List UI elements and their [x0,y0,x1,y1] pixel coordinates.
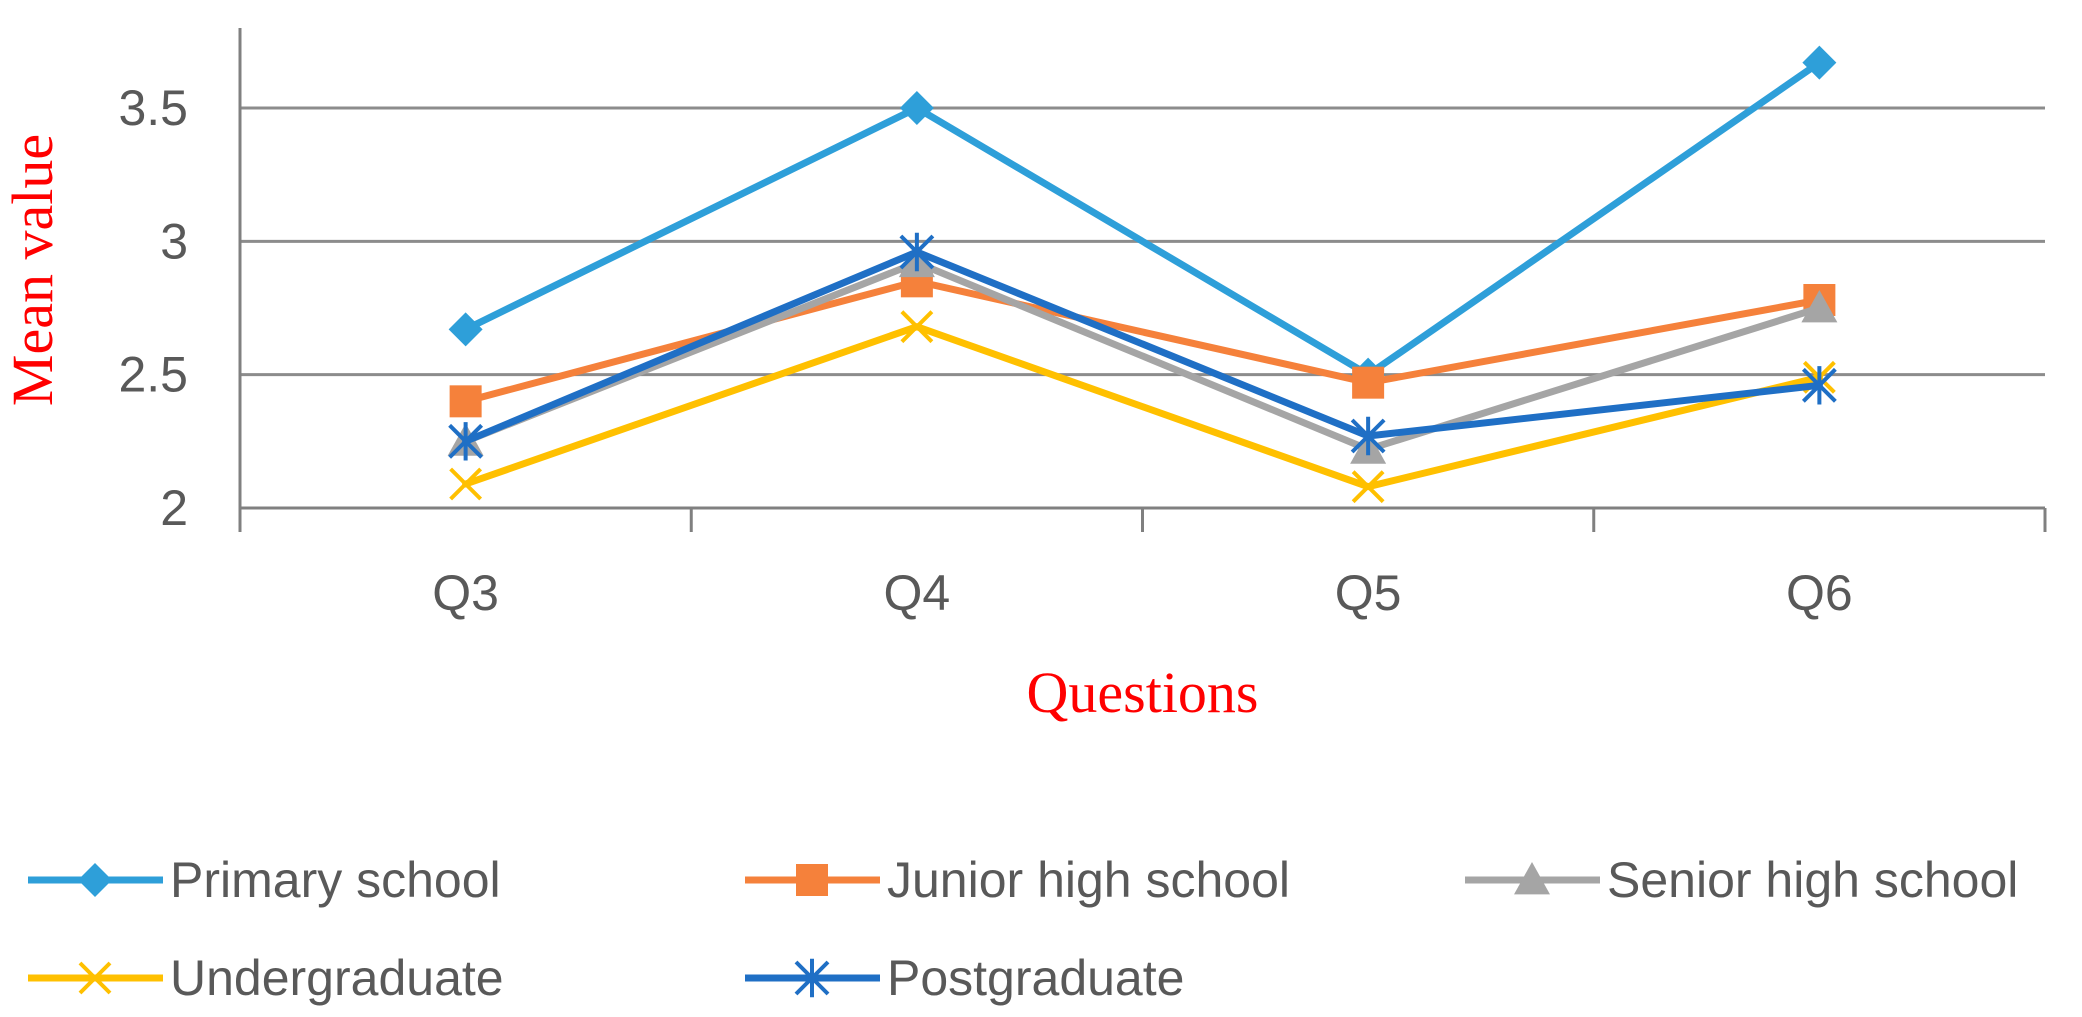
data-point-undergraduate [1351,470,1385,504]
x-tick-label: Q6 [1786,565,1853,621]
legend-label: Primary school [170,852,501,908]
y-tick-label: 2.5 [118,347,188,403]
series-line-junior-high-school [462,277,1823,405]
y-tick-label: 3 [160,213,188,269]
x-tick-label: Q4 [884,565,951,621]
series-group [447,45,1838,504]
legend-item-postgraduate: Postgraduate [745,950,1184,1006]
legend: Primary school Junior high school Senior h… [28,852,2018,1006]
x-axis-title: Questions [1027,660,1259,725]
legend-item-undergraduate: Undergraduate [28,950,504,1006]
data-point-undergraduate [449,467,483,501]
data-point-junior-high-school [449,385,482,418]
y-axis-title: Mean value [0,134,65,406]
series-postgraduate [448,232,1837,461]
legend-label: Postgraduate [887,950,1184,1006]
data-point-postgraduate [1350,416,1386,456]
legend-marker-junior-high-school [796,864,828,896]
data-point-postgraduate [899,232,935,272]
legend-label: Senior high school [1607,852,2018,908]
legend-item-junior-high-school: Junior high school [745,852,1290,908]
axes: 2 2.5 3 3.5 Q3 Q4 Q5 Q6 [118,28,2047,621]
legend-item-primary-school: Primary school [28,852,501,908]
legend-item-senior-high-school: Senior high school [1465,852,2018,908]
series-line-primary-school [462,59,1823,379]
data-point-undergraduate [900,310,934,344]
data-point-postgraduate [448,422,484,461]
data-point-primary-school [448,312,483,347]
legend-marker-primary-school [78,863,112,897]
series-primary-school [448,45,1837,392]
data-point-postgraduate [1801,366,1837,405]
legend-label: Undergraduate [170,950,504,1006]
data-point-junior-high-school [1352,366,1385,399]
x-tick-label: Q5 [1335,565,1402,621]
y-tick-label: 2 [160,480,188,536]
series-line-postgraduate [462,248,1823,445]
data-point-senior-high-school [1801,290,1838,323]
data-point-primary-school [899,91,934,125]
series-line-undergraduate [462,323,1823,491]
legend-marker-undergraduate [78,961,112,995]
legend-label: Junior high school [887,852,1290,908]
data-point-primary-school [1802,45,1837,80]
legend-marker-senior-high-school [1514,862,1550,895]
series-junior-high-school [449,265,1836,418]
legend-marker-postgraduate [794,958,830,998]
y-tick-label: 3.5 [118,80,188,136]
series-line-senior-high-school [462,259,1823,453]
x-tick-label: Q3 [432,565,499,621]
